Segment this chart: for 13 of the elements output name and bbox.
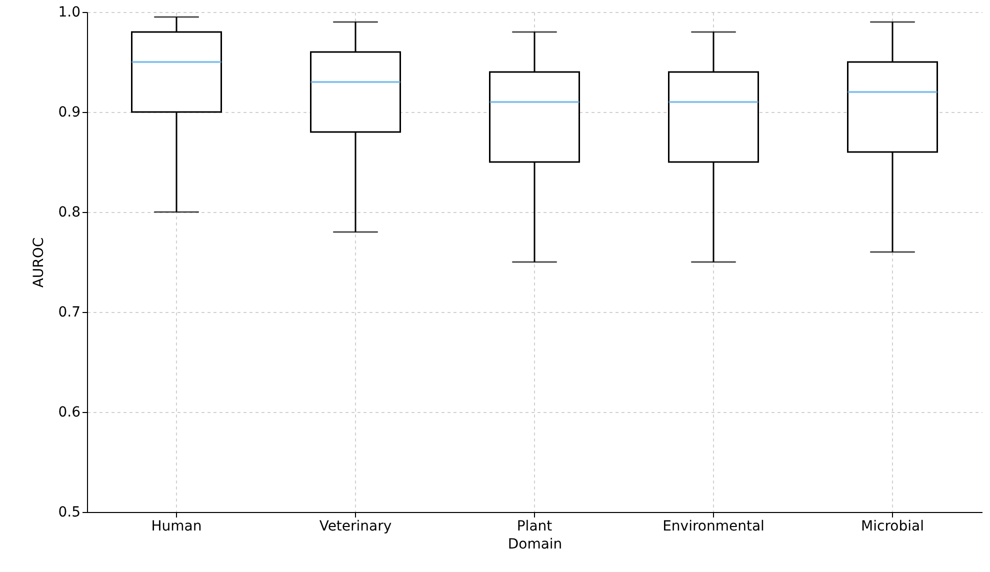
y-tick-label: 0.8 [58,204,80,220]
x-tick-label: Microbial [861,518,924,534]
x-tick-label: Plant [516,518,553,534]
y-tick-label: 0.9 [58,104,80,120]
x-tick-label: Veterinary [319,518,392,534]
y-tick-label: 0.6 [58,404,81,420]
y-tick-label: 0.5 [58,504,80,520]
y-tick-label: 1.0 [58,4,80,20]
x-tick-label: Environmental [662,518,764,534]
y-tick-label: 0.7 [58,304,80,320]
x-axis-title: Domain [508,536,562,552]
x-tick-label: Human [151,518,202,534]
y-axis-title: AUROC [31,237,48,288]
